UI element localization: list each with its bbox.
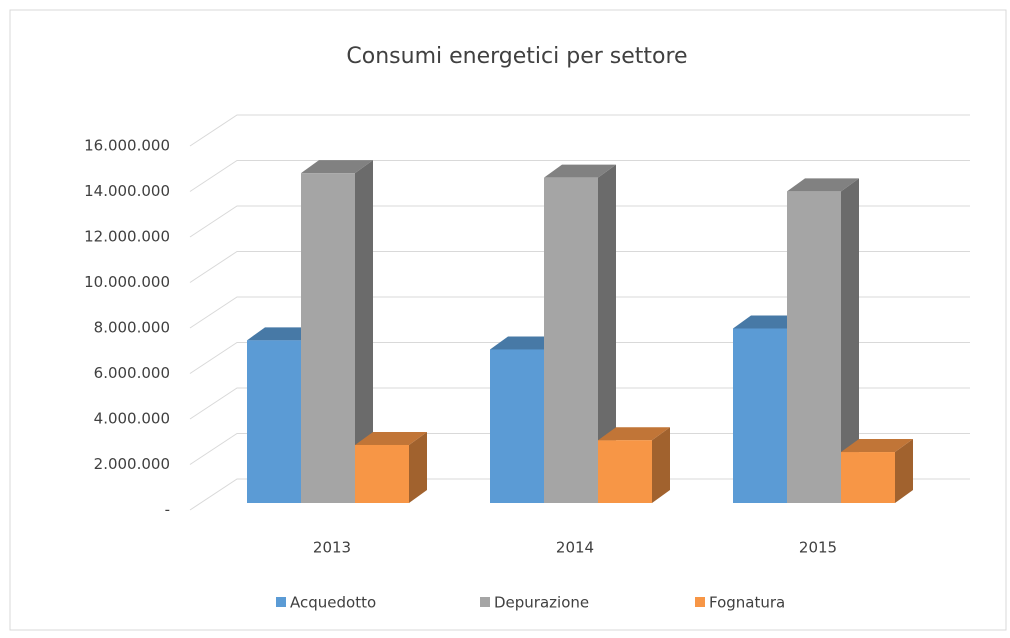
y-tick-label: 12.000.000 xyxy=(84,228,170,246)
bar-top xyxy=(355,431,427,445)
bar xyxy=(733,328,787,503)
legend-label: Acquedotto xyxy=(290,594,376,612)
bar-side xyxy=(841,178,859,503)
bar-side xyxy=(895,439,913,503)
grid-line xyxy=(189,387,970,420)
legend-swatch xyxy=(480,597,490,607)
bar xyxy=(247,340,301,503)
bar-top xyxy=(787,178,859,192)
legend-swatch xyxy=(695,597,705,607)
bar-top xyxy=(598,427,670,441)
y-tick-label: 14.000.000 xyxy=(84,182,170,200)
bar xyxy=(598,440,652,503)
chart-title: Consumi energetici per settore xyxy=(346,44,687,69)
grid-line xyxy=(189,342,970,374)
bar xyxy=(544,177,598,504)
bar-top xyxy=(841,439,913,453)
y-tick-label: 16.000.000 xyxy=(84,137,170,155)
legend-swatch xyxy=(276,597,286,607)
grid-line xyxy=(189,205,970,238)
bar xyxy=(841,452,895,503)
bar xyxy=(490,349,544,503)
bar-side xyxy=(598,164,616,504)
x-tick-label: 2014 xyxy=(556,539,594,557)
bar-top xyxy=(544,164,616,178)
bar-top xyxy=(301,160,373,174)
bar-side xyxy=(355,160,373,503)
y-tick-label: 10.000.000 xyxy=(84,273,170,291)
y-tick-label: 4.000.000 xyxy=(94,410,170,428)
grid-line xyxy=(189,478,970,511)
bar xyxy=(355,444,409,503)
x-tick-label: 2013 xyxy=(313,539,351,557)
y-tick-label: 2.000.000 xyxy=(94,455,170,473)
grid-line xyxy=(189,433,970,465)
legend-label: Fognatura xyxy=(709,594,785,612)
y-tick-label: 6.000.000 xyxy=(94,364,170,382)
grid-line xyxy=(189,114,970,147)
bar xyxy=(301,173,355,503)
grid-line xyxy=(189,251,970,283)
y-tick-label: - xyxy=(165,501,170,519)
x-tick-label: 2015 xyxy=(799,539,837,557)
grid-line xyxy=(189,160,970,192)
bar-side xyxy=(409,431,427,503)
bar-side xyxy=(652,427,670,503)
y-tick-label: 8.000.000 xyxy=(94,319,170,337)
bar xyxy=(787,191,841,503)
legend-label: Depurazione xyxy=(494,594,589,612)
grid-line xyxy=(189,296,970,329)
